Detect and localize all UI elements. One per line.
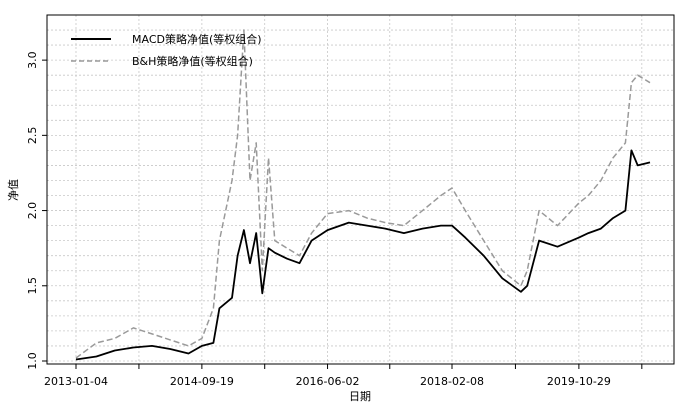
y-tick-label: 2.0 [26,202,39,220]
x-axis-label: 日期 [349,390,371,403]
legend-label-bh: B&H策略净值(等权组合) [132,54,253,68]
legend: MACD策略净值(等权组合) B&H策略净值(等权组合) [71,32,262,68]
legend-label-macd: MACD策略净值(等权组合) [132,32,262,46]
x-tick-label: 2019-10-29 [547,375,611,388]
y-tick-label: 1.5 [26,277,39,295]
series-lines [75,29,651,361]
x-tick-label: 2013-01-04 [44,375,108,388]
series-line-macd [75,149,651,361]
y-tick-label: 1.0 [26,352,39,370]
y-tick-label: 3.0 [26,51,39,69]
x-axis: 2013-01-04 2014-09-19 2016-06-02 2018-02-08… [44,364,643,388]
y-axis-label: 净值 [6,179,20,201]
x-tick-label: 2016-06-02 [296,375,360,388]
y-axis: 1.0 1.5 2.0 2.5 3.0 [26,51,47,370]
x-tick-label: 2018-02-08 [420,375,484,388]
series-line-bh [75,29,651,359]
x-tick-label: 2014-09-19 [170,375,234,388]
plot-frame [46,14,675,365]
y-tick-label: 2.5 [26,127,39,145]
grid-lines [47,15,674,364]
